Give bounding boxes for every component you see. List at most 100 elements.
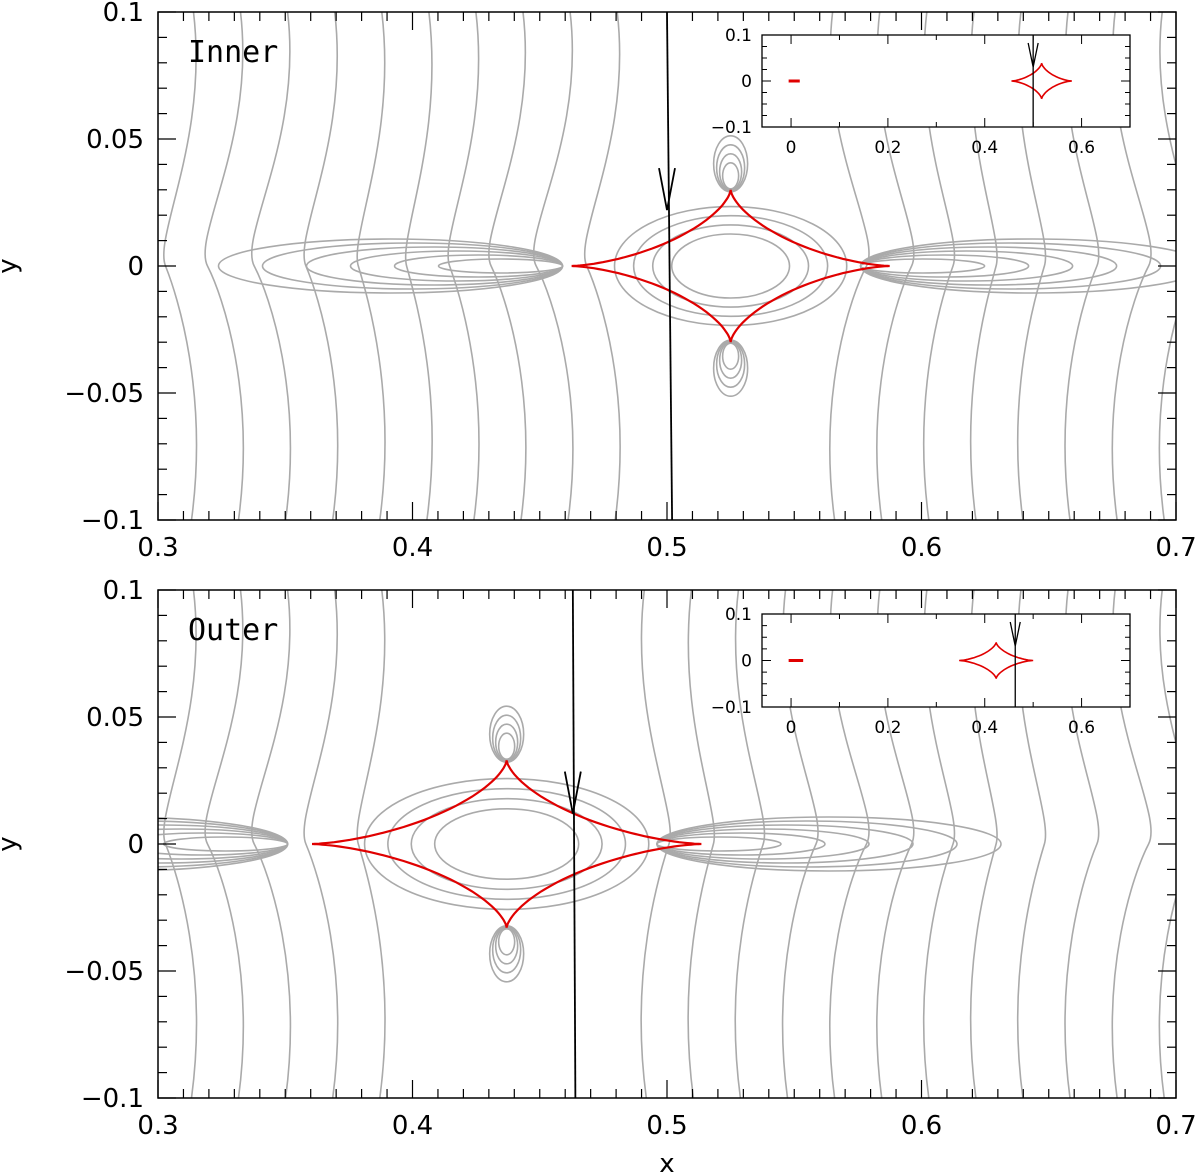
- contour-line: [356, 590, 386, 1098]
- inset-trajectory-arrow: [1027, 42, 1039, 68]
- contour-lobe: [158, 832, 289, 856]
- x-tick-label: 0.3: [137, 533, 178, 563]
- y-tick-label: −0.1: [81, 506, 144, 536]
- inset-y-tick-label: 0: [741, 652, 752, 672]
- contour-line: [303, 590, 339, 1098]
- contour-lobe: [491, 714, 522, 763]
- contour-line: [404, 12, 433, 520]
- source-trajectory: [571, 590, 577, 1098]
- contour-line: [204, 590, 245, 1098]
- contour-lobe: [261, 242, 564, 290]
- tick-marks: [157, 589, 1177, 1099]
- inset-y-tick-label: 0.1: [725, 26, 752, 46]
- y-tick-label: 0.1: [103, 576, 144, 606]
- y-tick-label: −0.05: [64, 957, 144, 987]
- contour-lobe: [497, 732, 516, 761]
- contour-lobe: [721, 342, 740, 371]
- contour-lobe: [305, 246, 564, 286]
- contour-line: [303, 12, 339, 520]
- contour-line: [734, 590, 766, 1098]
- inset-ticks: [762, 613, 1131, 708]
- contour-lobe: [497, 927, 516, 956]
- contour-lobe: [656, 832, 826, 856]
- x-tick-label: 0.6: [901, 1111, 942, 1141]
- contour-line: [640, 590, 671, 1098]
- inset-x-tick-label: 0.6: [1068, 718, 1095, 738]
- contour-lobe: [491, 925, 522, 974]
- inset-frame: [761, 613, 1131, 708]
- contour-line: [1158, 590, 1176, 1098]
- inset-x-tick-label: 0.4: [971, 138, 998, 158]
- contour-lobe: [162, 836, 289, 852]
- contour-line: [532, 12, 574, 520]
- inset-x-tick-label: 0.2: [874, 718, 901, 738]
- x-tick-label: 0.3: [137, 1111, 178, 1141]
- contour-line: [488, 12, 527, 520]
- trajectory-arrow: [658, 167, 676, 211]
- contour-lobe: [859, 246, 1118, 286]
- inset-x-tick-label: 0: [786, 718, 797, 738]
- inset-x-tick-label: 0.2: [874, 138, 901, 158]
- contour-lobe: [393, 254, 564, 278]
- contour-loop: [632, 214, 829, 318]
- y-tick-label: 0.05: [86, 125, 144, 155]
- contour-lobe: [721, 162, 740, 190]
- inset-y-tick-label: 0: [741, 72, 752, 92]
- y-tick-label: 0.1: [103, 0, 144, 28]
- x-tick-label: 0.5: [646, 1111, 687, 1141]
- y-axis-title: y: [0, 258, 23, 273]
- y-axis-title: y: [0, 836, 23, 851]
- x-axis-title: x: [659, 1149, 674, 1174]
- inset-frame: [761, 34, 1131, 128]
- inset-planetary-caustic: [959, 642, 1034, 679]
- contour-line: [583, 12, 621, 520]
- trajectory-arrow: [563, 771, 582, 814]
- inset-y-tick-label: 0.1: [725, 605, 752, 625]
- contour-lobe: [217, 238, 564, 294]
- contour-loop: [387, 787, 627, 901]
- inset-plot: 0 0.2 0.4 0.6 −0.1 0 0.1: [711, 26, 1131, 158]
- contour-line: [447, 12, 480, 520]
- inset-x-tick-label: 0: [786, 138, 797, 158]
- inner-panel: 0.30.40.50.60.7−0.1−0.0500.050.1yInner00…: [0, 0, 1197, 563]
- y-tick-label: 0: [127, 830, 144, 860]
- x-tick-label: 0.5: [646, 533, 687, 563]
- contour-lobe: [656, 816, 1002, 872]
- x-tick-label: 0.4: [392, 1111, 433, 1141]
- x-tick-label: 0.4: [392, 533, 433, 563]
- x-tick-label: 0.7: [1155, 533, 1196, 563]
- contour-lobe: [715, 144, 746, 192]
- contour-loop: [433, 807, 580, 880]
- contour-lobe: [859, 238, 1176, 294]
- contour-loop: [613, 205, 848, 327]
- caustic-curve: [312, 760, 702, 928]
- contour-line: [1158, 12, 1176, 520]
- y-tick-label: −0.05: [64, 379, 144, 409]
- y-tick-label: 0.05: [86, 703, 144, 733]
- y-tick-label: 0: [127, 252, 144, 282]
- contour-line: [250, 12, 292, 520]
- contour-loop: [363, 777, 650, 911]
- outer-panel: 0.3 0.4 0.5 0.6 0.7 −0.1 −0.05 0 0.05 0.1 y x Outer 0…: [0, 576, 1197, 1174]
- x-tick-label: 0.6: [901, 533, 942, 563]
- source-trajectory: [666, 12, 673, 520]
- panel-label: Outer: [188, 613, 278, 648]
- contour-line: [250, 590, 292, 1098]
- inset-x-tick-label: 0.6: [1068, 138, 1095, 158]
- panel-label: Inner: [188, 35, 278, 70]
- inset-trajectory-arrow: [1009, 621, 1021, 647]
- contour-loop: [670, 233, 791, 299]
- contour-line: [687, 590, 716, 1098]
- contour-line: [204, 12, 245, 520]
- inset-y-tick-label: −0.1: [711, 118, 752, 138]
- caustic-curve: [571, 189, 890, 343]
- contour-lobe: [715, 340, 746, 389]
- inset-y-tick-label: −0.1: [711, 698, 752, 718]
- inset-planetary-caustic: [1011, 62, 1072, 100]
- inset-x-tick-label: 0.4: [971, 718, 998, 738]
- contour-line: [356, 12, 386, 520]
- y-tick-label: −0.1: [81, 1084, 144, 1114]
- inset-plot: 0 0.2 0.4 0.6 −0.1 0 0.1: [711, 605, 1131, 738]
- contour-loop: [651, 224, 810, 308]
